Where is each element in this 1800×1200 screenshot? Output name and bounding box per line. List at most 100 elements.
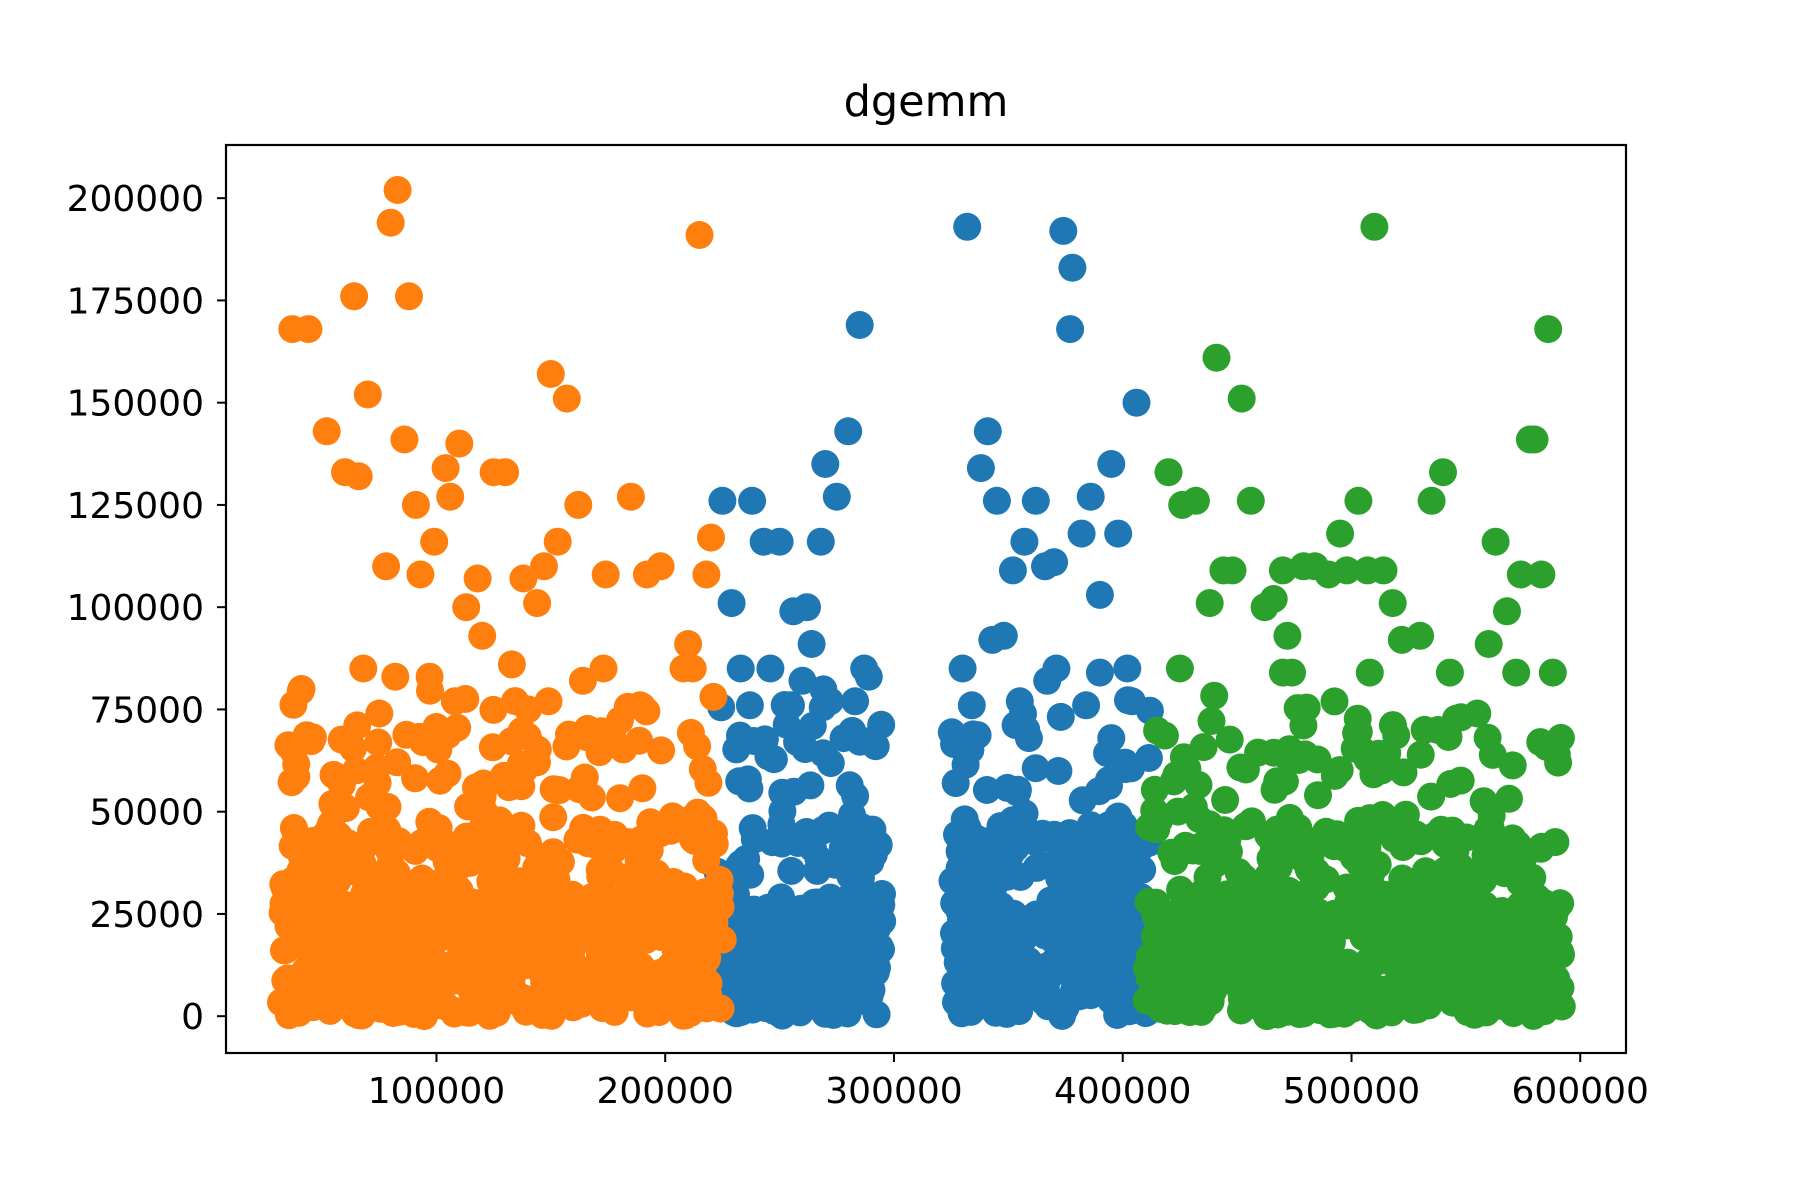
scatter-point — [317, 809, 346, 838]
axes-frame — [224, 143, 1628, 1055]
data-point — [340, 282, 369, 311]
data-point — [1117, 687, 1146, 716]
scatter-point — [807, 817, 836, 845]
scatter-point — [617, 862, 645, 891]
scatter-point — [1490, 912, 1519, 941]
data-point — [1474, 630, 1503, 658]
data-point — [401, 490, 430, 519]
scatter-point — [628, 774, 657, 803]
data-point — [1181, 486, 1210, 515]
scatter-point — [959, 720, 987, 749]
scatter-point — [1334, 887, 1363, 916]
scatter-point — [689, 804, 718, 833]
scatter-point — [522, 743, 551, 772]
scatter-point — [431, 991, 459, 1020]
data-point — [468, 621, 497, 650]
scatter-point — [842, 838, 871, 867]
scatter-point — [341, 756, 370, 785]
scatter-point — [515, 881, 544, 910]
data-point — [948, 654, 977, 683]
scatter-point — [567, 917, 596, 946]
data-point — [591, 560, 620, 589]
scatter-point — [1436, 770, 1465, 798]
x-axis: 100000 200000 300000 400000 500000 600000 — [368, 1053, 1649, 1112]
data-point — [726, 654, 755, 683]
data-point — [1040, 548, 1069, 577]
scatter-point — [833, 999, 862, 1028]
scatter-point — [373, 815, 402, 844]
scatter-point — [600, 997, 629, 1026]
scatter-point — [585, 738, 614, 767]
scatter-point — [1135, 942, 1164, 971]
scatter-point — [364, 728, 393, 757]
scatter-point — [1377, 998, 1406, 1027]
data-point — [1049, 216, 1078, 245]
x-tick-label: 100000 — [368, 1071, 505, 1112]
scatter-point — [1495, 784, 1523, 813]
scatter-point — [1083, 906, 1112, 935]
data-point — [1429, 458, 1457, 487]
data-point — [406, 560, 435, 589]
data-point — [564, 490, 593, 519]
scatter-point — [1453, 998, 1482, 1026]
scatter-point — [748, 954, 777, 983]
data-point — [982, 486, 1011, 515]
scatter-point — [1211, 786, 1240, 814]
series-cloud — [267, 676, 737, 1031]
y-tick-label: 75000 — [89, 690, 204, 731]
scatter-point — [369, 898, 398, 927]
data-point — [436, 482, 465, 511]
y-tick-label: 175000 — [67, 281, 204, 322]
data-point — [788, 666, 817, 695]
data-point — [1113, 654, 1142, 683]
data-point — [616, 482, 645, 511]
scatter-point — [482, 883, 510, 912]
scatter-point — [1498, 751, 1527, 780]
data-point — [998, 556, 1027, 585]
data-point — [777, 691, 805, 720]
series-cloud — [702, 675, 897, 1030]
data-point — [850, 654, 879, 683]
scatter-point — [771, 992, 800, 1021]
data-point — [793, 593, 821, 622]
data-point — [497, 650, 526, 679]
y-tick-label: 200000 — [67, 179, 204, 220]
data-point — [708, 486, 737, 515]
scatter-point — [678, 894, 707, 923]
scatter-point — [696, 912, 725, 941]
scatter-point — [1320, 687, 1349, 716]
scatter-point — [841, 782, 870, 810]
scatter-point — [688, 755, 717, 784]
scatter-point — [1141, 888, 1170, 917]
data-point — [1076, 482, 1105, 511]
scatter-point — [631, 976, 660, 1005]
scatter-point — [1215, 900, 1244, 929]
scatter-point — [1449, 975, 1478, 1004]
scatter-point — [1275, 735, 1304, 764]
scatter-point — [1395, 898, 1424, 927]
scatter-point — [1044, 757, 1073, 785]
data-point — [1506, 560, 1535, 589]
data-point — [1538, 658, 1567, 687]
data-point — [738, 486, 767, 515]
scatter-point — [1283, 694, 1312, 723]
scatter-point — [751, 994, 780, 1022]
scatter-point — [1357, 859, 1386, 888]
data-point — [452, 593, 481, 622]
scatter-point — [1303, 745, 1332, 774]
scatter-point — [1337, 832, 1366, 861]
scatter-point — [292, 978, 321, 1007]
data-point — [957, 691, 986, 720]
scatter-point — [615, 944, 644, 973]
scatter-point — [1235, 957, 1264, 986]
scatter-point — [462, 962, 491, 991]
data-point — [1014, 724, 1043, 753]
data-point — [543, 527, 572, 556]
scatter-point — [1342, 719, 1371, 747]
scatter-point — [455, 848, 484, 877]
scatter-point — [1097, 872, 1126, 901]
scatter-point — [945, 854, 974, 883]
data-point — [1104, 519, 1133, 548]
data-point — [344, 462, 373, 491]
